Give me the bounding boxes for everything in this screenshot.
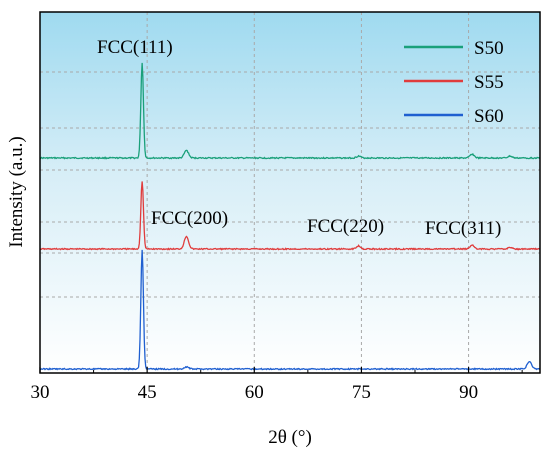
- legend-label-S55: S55: [474, 72, 504, 93]
- plot-background: [40, 12, 540, 373]
- series-S55-line: [39, 181, 541, 251]
- annotation-FCC(200): FCC(200): [151, 208, 228, 229]
- grid: [40, 12, 540, 373]
- x-tick-label: 75: [352, 382, 371, 403]
- legend-label-S50: S50: [474, 38, 504, 59]
- annotation-FCC(220): FCC(220): [307, 216, 384, 237]
- legend: S50 S55 S60: [404, 38, 504, 127]
- peak-annotations: FCC(111) FCC(200) FCC(220) FCC(311): [97, 37, 501, 239]
- series-layer: [39, 62, 541, 371]
- x-tick-label: 45: [138, 382, 157, 403]
- plot-frame: [39, 11, 541, 374]
- series-S60-line: [39, 249, 541, 371]
- x-tick-label: 90: [459, 382, 478, 403]
- x-tick-label: 60: [245, 382, 264, 403]
- legend-label-S60: S60: [474, 106, 504, 127]
- y-axis-title: Intensity (a.u.): [6, 136, 27, 247]
- series-S50-line: [39, 62, 541, 160]
- annotation-FCC(311): FCC(311): [425, 218, 501, 239]
- x-axis: 30 45 60 75 90: [31, 367, 523, 403]
- annotation-FCC(111): FCC(111): [97, 37, 173, 58]
- x-axis-title: 2θ (°): [268, 427, 312, 448]
- x-tick-label: 30: [31, 382, 50, 403]
